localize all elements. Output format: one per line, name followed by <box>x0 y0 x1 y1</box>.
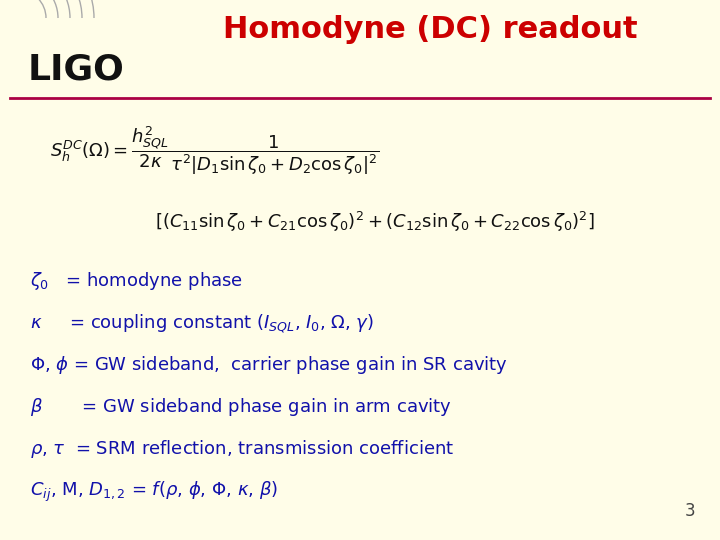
Text: LIGO: LIGO <box>28 52 125 86</box>
Text: $\Phi$, $\phi$ = GW sideband,  carrier phase gain in SR cavity: $\Phi$, $\phi$ = GW sideband, carrier ph… <box>30 354 508 376</box>
Text: $S_h^{DC}(\Omega) = \dfrac{h_{SQL}^{2}}{2\kappa} \dfrac{1}{\tau^2\left|D_1 \sin\: $S_h^{DC}(\Omega) = \dfrac{h_{SQL}^{2}}{… <box>50 125 379 177</box>
Text: $\zeta_0$   = homodyne phase: $\zeta_0$ = homodyne phase <box>30 270 243 292</box>
Text: $[(C_{11}\sin\zeta_0 + C_{21}\cos\zeta_0)^2 + (C_{12}\sin\zeta_0 + C_{22}\cos\ze: $[(C_{11}\sin\zeta_0 + C_{21}\cos\zeta_0… <box>155 210 595 234</box>
Text: 3: 3 <box>685 502 695 520</box>
Text: Homodyne (DC) readout: Homodyne (DC) readout <box>222 15 637 44</box>
Text: $\kappa$     = coupling constant ($I_{SQL}$, $I_0$, $\Omega$, $\gamma$): $\kappa$ = coupling constant ($I_{SQL}$,… <box>30 312 374 335</box>
Text: $C_{ij}$, M, $D_{1,2}$ = $f$($\rho$, $\phi$, $\Phi$, $\kappa$, $\beta$): $C_{ij}$, M, $D_{1,2}$ = $f$($\rho$, $\p… <box>30 480 278 504</box>
Text: $\rho$, $\tau$  = SRM reflection, transmission coefficient: $\rho$, $\tau$ = SRM reflection, transmi… <box>30 438 454 460</box>
Text: $\beta$       = GW sideband phase gain in arm cavity: $\beta$ = GW sideband phase gain in arm … <box>30 396 452 418</box>
